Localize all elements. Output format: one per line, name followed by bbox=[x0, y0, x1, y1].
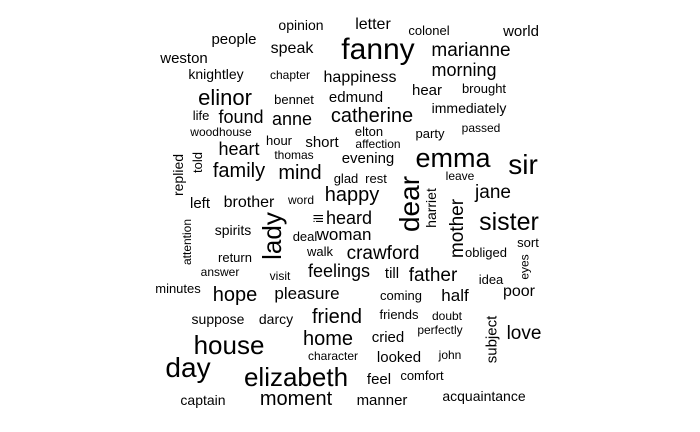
word-doubt: doubt bbox=[431, 309, 463, 323]
word-idea: idea bbox=[478, 271, 504, 287]
word-happy: happy bbox=[324, 184, 380, 206]
word-hour: hour bbox=[265, 132, 293, 148]
word-till: till bbox=[384, 264, 400, 282]
word-knightley: knightley bbox=[188, 66, 244, 82]
word-return: return bbox=[218, 249, 252, 265]
word-sort: sort bbox=[517, 234, 539, 250]
word-captain: captain bbox=[180, 392, 226, 408]
word-immediately: immediately bbox=[431, 100, 507, 116]
word-brother: brother bbox=[223, 194, 275, 211]
word-found: found bbox=[218, 107, 264, 127]
word-weston: weston bbox=[160, 49, 208, 67]
word-perfectly: perfectly bbox=[417, 323, 463, 337]
word-cried: cried bbox=[371, 328, 405, 346]
word-letter: letter bbox=[355, 16, 391, 33]
word-hear: hear bbox=[411, 81, 443, 99]
word-elizabeth: elizabeth bbox=[243, 362, 349, 392]
word-half: half bbox=[441, 285, 469, 305]
word-elton: elton bbox=[354, 123, 384, 139]
word-love: love bbox=[506, 322, 542, 344]
word-minutes: minutes bbox=[155, 280, 201, 296]
word-left: left bbox=[189, 194, 210, 212]
word-woodhouse: woodhouse bbox=[190, 125, 252, 139]
word-rest: rest bbox=[365, 170, 387, 186]
word-answer: answer bbox=[200, 265, 240, 279]
word-short: short bbox=[305, 133, 339, 151]
word-home: home bbox=[302, 328, 354, 350]
word-thomas: thomas bbox=[274, 148, 314, 162]
word-heart: heart bbox=[218, 139, 260, 159]
word-poor: poor bbox=[502, 283, 536, 300]
word-morning: morning bbox=[431, 60, 497, 80]
word-manner: manner bbox=[356, 391, 408, 409]
word-eyes: eyes bbox=[517, 254, 532, 280]
word-catherine: catherine bbox=[330, 105, 414, 127]
word-elinor: elinor bbox=[198, 85, 252, 110]
word-word: word bbox=[287, 193, 314, 207]
word-chapter: chapter bbox=[269, 68, 311, 82]
word-day: day bbox=[165, 352, 211, 383]
word-friend: friend bbox=[311, 306, 363, 328]
word-replied: replied bbox=[170, 153, 186, 197]
word-attention: attention bbox=[179, 218, 194, 266]
word-woman: woman bbox=[316, 224, 372, 244]
word-brought: brought bbox=[461, 80, 507, 96]
word-harriet: harriet bbox=[423, 188, 439, 228]
word-pleasure: pleasure bbox=[274, 283, 340, 303]
word-walk: walk bbox=[306, 243, 333, 259]
word-acquaintance: acquaintance bbox=[442, 388, 526, 404]
word-colonel: colonel bbox=[408, 22, 450, 38]
word-visit: visit bbox=[269, 269, 291, 283]
word-marianne: marianne bbox=[431, 39, 511, 61]
word-opinion: opinion bbox=[278, 17, 324, 33]
word-speak: speak bbox=[270, 40, 314, 57]
word-fanny: fanny bbox=[341, 33, 415, 66]
word-anne: anne bbox=[271, 109, 313, 129]
word-leave: leave bbox=[445, 169, 475, 183]
word-house: house bbox=[193, 330, 265, 360]
word-looked: looked bbox=[376, 348, 422, 366]
word-people: people bbox=[211, 30, 257, 48]
word-evening: evening bbox=[341, 149, 395, 167]
word-moment: moment bbox=[259, 388, 333, 410]
word-crawford: crawford bbox=[346, 242, 420, 264]
word-john: john bbox=[438, 348, 462, 362]
word-edmund: edmund bbox=[328, 88, 384, 106]
word-coming: coming bbox=[380, 287, 422, 303]
word-feelings: feelings bbox=[307, 261, 371, 281]
word-deal: deal bbox=[292, 228, 318, 244]
word-character: character bbox=[307, 349, 359, 363]
word-affection: affection bbox=[355, 137, 401, 151]
word-feel: feel bbox=[366, 370, 392, 388]
word-heard: heard bbox=[325, 208, 373, 228]
word-sir: sir bbox=[508, 149, 538, 180]
word-life: life bbox=[192, 107, 210, 123]
word-world: world bbox=[503, 22, 539, 40]
word-emma: emma bbox=[415, 142, 491, 173]
word-spirits: spirits bbox=[214, 222, 252, 238]
word-obliged: obliged bbox=[465, 244, 507, 260]
word-passed: passed bbox=[461, 121, 501, 135]
word-hope: hope bbox=[212, 284, 258, 306]
word-darcy: darcy bbox=[258, 311, 294, 327]
word-friends: friends bbox=[379, 306, 419, 322]
word-lady: lady bbox=[256, 212, 287, 260]
word-mind: mind bbox=[278, 162, 322, 184]
word-told: told bbox=[189, 151, 205, 173]
word-family: family bbox=[212, 160, 266, 182]
word-suppose: suppose bbox=[191, 311, 245, 327]
word-comfort: comfort bbox=[400, 367, 444, 383]
word-party: party bbox=[415, 125, 445, 141]
word-happiness: happiness bbox=[323, 69, 397, 86]
word-father: father bbox=[408, 264, 458, 286]
word-glad: glad bbox=[333, 170, 359, 186]
word-sister: sister bbox=[479, 207, 539, 236]
word-ill: ill bbox=[310, 213, 326, 223]
word-jane: jane bbox=[475, 181, 511, 203]
word-dear: dear bbox=[393, 175, 425, 233]
word-subject: subject bbox=[483, 315, 501, 363]
word-bennet: bennet bbox=[274, 91, 314, 107]
